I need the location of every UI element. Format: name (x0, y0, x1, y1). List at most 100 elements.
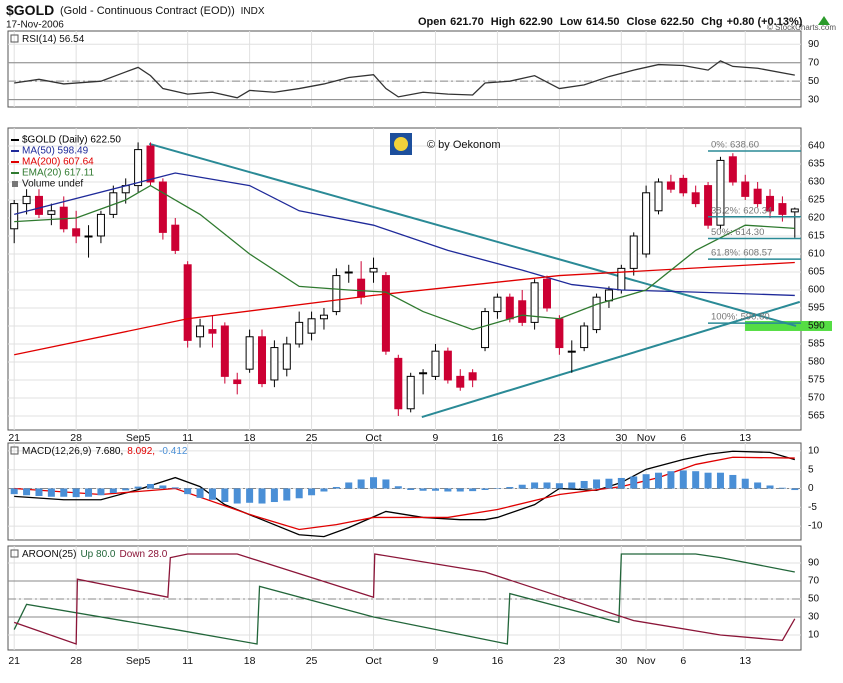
histogram-bar (258, 488, 266, 504)
histogram-bar (208, 488, 216, 500)
x-tick-label: 6 (680, 432, 686, 444)
candle-body (530, 282, 539, 323)
indicator-line (14, 261, 795, 356)
candle-body (691, 192, 700, 205)
histogram-bar (555, 483, 563, 489)
candle-body (270, 347, 279, 381)
candle-body (258, 336, 267, 385)
legend-swatch (12, 181, 18, 187)
trendline (148, 142, 797, 327)
x-tick-label: 18 (244, 432, 256, 444)
histogram-bar (308, 488, 316, 496)
x-tick-label: Sep5 (126, 432, 151, 444)
candle-body (419, 372, 428, 375)
candle-body (381, 275, 390, 352)
histogram-bar (134, 486, 142, 489)
x-tick-label: 11 (182, 432, 193, 444)
exchange: INDX (241, 6, 265, 17)
histogram-bar (60, 488, 68, 497)
histogram-bar (47, 488, 55, 497)
candle-body (629, 235, 638, 269)
indicator-line (14, 60, 795, 99)
x-tick-label: 13 (739, 432, 751, 444)
y-tick-label: 30 (808, 94, 820, 105)
x-tick-label: 11 (182, 655, 193, 667)
y-tick-label: 70 (808, 576, 820, 587)
histogram-bar (692, 471, 700, 489)
legend: AROON(25) Up 80.0 Down 28.0 (22, 549, 168, 560)
histogram-bar (270, 488, 278, 503)
candle-body (96, 213, 105, 237)
candle-body (580, 325, 589, 349)
candle-body (134, 149, 143, 187)
candle-body (604, 289, 613, 302)
chart-date: 17-Nov-2006 (6, 20, 64, 31)
histogram-bar (72, 488, 80, 498)
histogram-bar (295, 488, 303, 499)
histogram-bar (766, 485, 774, 489)
candle-body (716, 159, 725, 226)
x-tick-label: 6 (680, 655, 686, 667)
candle-body (468, 372, 477, 381)
histogram-bar (122, 488, 130, 491)
y-tick-label: 620 (808, 213, 825, 224)
candle-body (704, 185, 713, 226)
legend-entry: Up 80.0 (80, 549, 115, 560)
y-tick-label: 30 (808, 612, 820, 623)
legend: RSI(14) 56.54 (22, 34, 85, 45)
x-tick-label: 23 (554, 655, 566, 667)
histogram-bar (531, 482, 539, 489)
candle-body (158, 181, 167, 233)
x-tick-label: 23 (554, 432, 566, 444)
histogram-bar (196, 488, 204, 498)
histogram-bar (506, 486, 514, 489)
y-tick-label: 5 (808, 464, 814, 475)
quote-label: Low (560, 16, 582, 28)
candle-body (431, 350, 440, 377)
candle-body (790, 208, 799, 213)
x-tick-label: 21 (8, 655, 20, 667)
quote-label: Chg (701, 16, 722, 28)
x-tick-label: Nov (637, 432, 656, 444)
candle-body (542, 278, 551, 309)
panel-background (7, 127, 802, 431)
histogram-bar (394, 486, 402, 489)
x-tick-label: 21 (8, 432, 20, 444)
histogram-bar (233, 488, 241, 504)
histogram-bar (171, 487, 179, 489)
legend-entry: Volume undef (22, 179, 83, 190)
candle-body (282, 343, 291, 370)
histogram-bar (35, 488, 43, 497)
fibonacci-label: 38.2%: 620.34 (711, 205, 772, 216)
y-tick-label: 90 (808, 39, 820, 50)
candle-body (307, 318, 316, 334)
x-tick-label: Sep5 (126, 655, 151, 667)
legend-entry: 8.092, (127, 446, 155, 457)
legend-entry: MA(200) 607.64 (22, 157, 94, 168)
candle-body (555, 318, 564, 349)
histogram-bar (778, 487, 786, 489)
x-tick-label: 30 (615, 432, 627, 444)
histogram-bar (246, 488, 254, 503)
histogram-bar (370, 477, 378, 489)
histogram-bar (518, 484, 526, 489)
histogram-bar (97, 488, 105, 496)
candle-body (344, 271, 353, 274)
y-tick-label: 10 (808, 446, 820, 457)
y-tick-label: 575 (808, 375, 825, 386)
candle-body (171, 224, 180, 251)
histogram-bar (754, 482, 762, 489)
candle-body (518, 300, 527, 323)
histogram-bar (493, 488, 501, 489)
legend-entry: 7.680, (95, 446, 123, 457)
instrument-name: (Gold - Continuous Contract (EOD)) (60, 5, 235, 17)
quote-label: Open (418, 16, 446, 28)
candle-body (505, 296, 514, 320)
chart-header: $GOLD (Gold - Continuous Contract (EOD))… (6, 2, 265, 18)
histogram-bar (345, 482, 353, 489)
histogram-bar (221, 488, 229, 503)
histogram-bar (630, 476, 638, 489)
y-tick-label: 50 (808, 594, 820, 605)
x-tick-label: 28 (70, 655, 82, 667)
